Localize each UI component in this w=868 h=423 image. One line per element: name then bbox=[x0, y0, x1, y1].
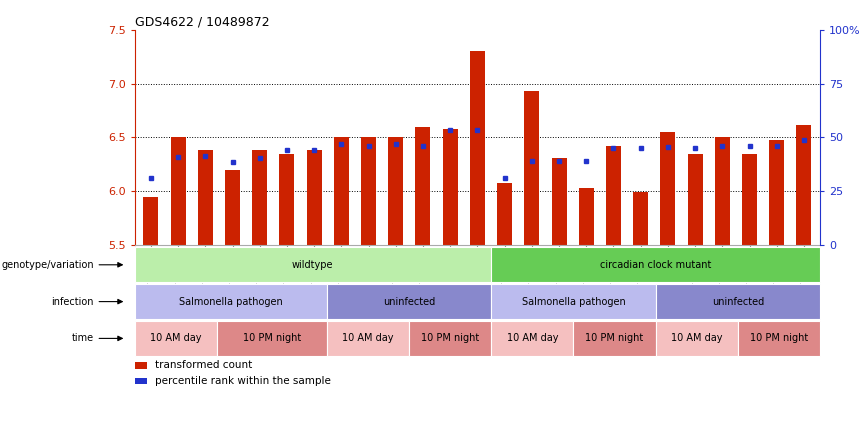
Bar bbox=[797, 124, 812, 245]
Bar bbox=[388, 137, 404, 245]
Bar bbox=[491, 321, 574, 356]
Text: Salmonella pathogen: Salmonella pathogen bbox=[522, 297, 625, 307]
Bar bbox=[742, 154, 757, 245]
Text: percentile rank within the sample: percentile rank within the sample bbox=[155, 376, 332, 386]
Bar bbox=[135, 284, 326, 319]
Bar bbox=[655, 321, 738, 356]
Bar bbox=[306, 151, 322, 245]
Bar bbox=[497, 183, 512, 245]
Bar bbox=[326, 321, 409, 356]
Bar bbox=[409, 321, 491, 356]
Bar bbox=[225, 170, 240, 245]
Bar bbox=[524, 91, 539, 245]
Bar bbox=[143, 197, 158, 245]
Bar bbox=[171, 137, 186, 245]
Bar bbox=[416, 127, 431, 245]
Bar bbox=[135, 247, 491, 282]
Text: time: time bbox=[72, 333, 94, 343]
Bar bbox=[579, 188, 594, 245]
Text: uninfected: uninfected bbox=[712, 297, 764, 307]
Bar bbox=[715, 137, 730, 245]
Text: 10 PM night: 10 PM night bbox=[421, 333, 479, 343]
Bar bbox=[135, 378, 147, 384]
Text: 10 PM night: 10 PM night bbox=[585, 333, 644, 343]
Bar bbox=[279, 154, 294, 245]
Text: 10 AM day: 10 AM day bbox=[342, 333, 393, 343]
Bar bbox=[606, 146, 621, 245]
Bar bbox=[769, 140, 784, 245]
Bar bbox=[470, 51, 485, 245]
Bar bbox=[574, 321, 655, 356]
Bar bbox=[687, 154, 702, 245]
Bar bbox=[361, 137, 376, 245]
Text: GDS4622 / 10489872: GDS4622 / 10489872 bbox=[135, 16, 269, 28]
Bar bbox=[655, 284, 820, 319]
Text: 10 PM night: 10 PM night bbox=[750, 333, 808, 343]
Text: 10 AM day: 10 AM day bbox=[507, 333, 558, 343]
Text: transformed count: transformed count bbox=[155, 360, 253, 371]
Text: 10 AM day: 10 AM day bbox=[150, 333, 201, 343]
Bar bbox=[135, 321, 217, 356]
Text: 10 AM day: 10 AM day bbox=[671, 333, 722, 343]
Bar bbox=[491, 247, 820, 282]
Text: circadian clock mutant: circadian clock mutant bbox=[600, 260, 712, 270]
Text: genotype/variation: genotype/variation bbox=[1, 260, 94, 270]
Bar bbox=[198, 151, 213, 245]
Bar bbox=[253, 151, 267, 245]
Bar bbox=[135, 363, 147, 368]
Bar bbox=[738, 321, 820, 356]
Text: infection: infection bbox=[51, 297, 94, 307]
Text: Salmonella pathogen: Salmonella pathogen bbox=[179, 297, 282, 307]
Bar bbox=[326, 284, 491, 319]
Bar bbox=[551, 158, 567, 245]
Bar bbox=[443, 129, 457, 245]
Bar bbox=[661, 132, 675, 245]
Bar bbox=[334, 137, 349, 245]
Bar bbox=[491, 284, 655, 319]
Text: wildtype: wildtype bbox=[292, 260, 333, 270]
Bar bbox=[217, 321, 326, 356]
Bar bbox=[633, 192, 648, 245]
Text: uninfected: uninfected bbox=[383, 297, 435, 307]
Text: 10 PM night: 10 PM night bbox=[242, 333, 301, 343]
